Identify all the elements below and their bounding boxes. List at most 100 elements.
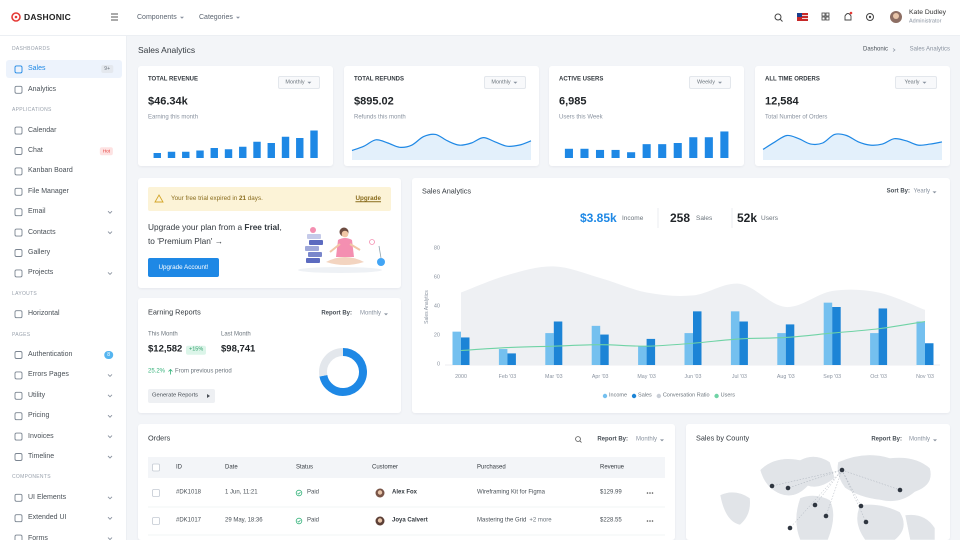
report-period[interactable]: Monthly [360,310,389,317]
upgrade-button-label[interactable]: Upgrade Account! [158,263,209,271]
cell: $228.55 [600,517,622,524]
sidebar-item[interactable]: Email [28,207,46,215]
sidebar-item[interactable]: Forms [28,534,48,540]
sidebar-section: DASHBOARDS [12,46,51,52]
sidebar-section: COMPONENTS [12,474,51,481]
header-bar [0,0,960,36]
report-period[interactable]: Monthly [636,436,665,443]
notice-part: days. [246,195,263,203]
summary-value: 52k [737,210,758,225]
nav-menu[interactable]: Components [137,14,185,22]
cell: Wireframing Kit for Figma [477,489,546,496]
nav-menu[interactable]: Categories [199,14,241,22]
x-tick-label: Feb '03 [498,373,517,380]
user-name: Kate Dudley [909,8,947,16]
cell: Mastering the Grid [477,517,527,524]
sidebar-item[interactable]: Projects [28,269,54,277]
period-select-label[interactable]: Monthly [491,79,518,86]
sort-label: Sort By: [886,188,910,195]
metric-label: Last Month [221,331,251,338]
upgrade-button[interactable] [148,258,219,277]
y-axis-label: Sales Analytics [424,290,430,324]
stat-value: 6,985 [559,95,587,108]
cell: Paid [307,517,320,524]
sidebar-item[interactable]: Contacts [28,228,56,236]
column-header: Date [225,463,238,470]
period-select-label[interactable]: Weekly [697,79,723,86]
card-title: Sales Analytics [422,186,472,196]
card-title: Sales by County [696,433,750,443]
card-title: Orders [148,433,171,443]
stat-value: $46.34k [148,95,188,108]
legend-label: Users [720,392,735,399]
period-select[interactable] [689,76,731,89]
legend-label: Sales [638,392,652,399]
notice-part: 21 [239,195,247,203]
cell: #DK1018 [176,489,202,496]
x-tick-label: May '03 [637,373,656,380]
trial-notice-text: Your free trial expired in 21 days. [171,195,263,203]
breadcrumb-separator [892,48,896,52]
period-select[interactable] [895,76,937,89]
breadcrumb-root[interactable]: Dashonic [862,46,888,53]
report-period[interactable]: Monthly [909,436,938,443]
stat-caption: Total Number of Orders [765,114,828,121]
page-title: Sales Analytics [138,44,196,55]
cell-more: +2 more [529,517,552,524]
sidebar-badge: 9+ [101,65,113,74]
sidebar-item[interactable]: Extended UI [28,513,67,521]
x-tick-label: Oct '03 [870,373,887,380]
y-tick-label: 0 [436,361,440,368]
cell: Joya Calvert [392,517,428,524]
summary-value: $3.85k [580,210,617,225]
metric-value: $98,741 [221,343,256,355]
sidebar-item[interactable]: Horizontal [28,309,60,317]
sidebar-badge: Hot [99,147,113,155]
stat-caption: Users this Week [559,114,603,121]
sidebar-badge: 8 [104,351,113,359]
sidebar-item[interactable]: File Manager [28,187,69,195]
sidebar-item[interactable]: Pricing [28,411,50,419]
sidebar-item[interactable]: Errors Pages [28,371,69,379]
period-select[interactable] [278,76,320,89]
sidebar-item[interactable]: Kanban Board [28,167,73,175]
sidebar-item[interactable]: Gallery [28,248,51,256]
column-header: Purchased [477,463,506,470]
generate-button[interactable] [148,389,215,403]
column-header: Revenue [600,463,625,470]
sidebar-item[interactable]: Chat [28,146,43,154]
sidebar-item[interactable]: UI Elements [28,493,67,501]
generate-button-label[interactable]: Generate Reports [152,392,199,399]
stat-title: TOTAL REFUNDS [354,76,405,83]
summary-value: 258 [670,210,691,225]
period-select-label[interactable]: Monthly [285,79,312,86]
stat-title: ALL TIME ORDERS [765,76,820,83]
stat-title: TOTAL REVENUE [148,76,199,83]
x-tick-label: Jul '03 [731,373,747,380]
y-tick-label: 60 [433,274,440,281]
stat-caption: Earning this month [148,114,199,121]
sidebar-item[interactable]: Timeline [28,452,55,460]
sidebar-item[interactable]: Invoices [28,432,54,440]
growth-value: 25.2% [148,368,166,375]
sidebar-item[interactable]: Analytics [28,85,57,93]
sidebar-item[interactable]: Sales [28,65,46,73]
cell: Alex Fox [392,489,418,496]
user-role: Administrator [909,18,942,25]
x-tick-label: Sep '03 [823,373,842,380]
column-header: Status [296,463,314,470]
x-tick-label: Mar '03 [545,373,563,380]
sidebar-item[interactable]: Utility [28,391,46,399]
sidebar-item[interactable]: Authentication [28,350,73,358]
period-select[interactable] [484,76,526,89]
sidebar-item[interactable]: Calendar [28,126,57,134]
sort-value[interactable]: Yearly [914,188,938,195]
period-select-label[interactable]: Yearly [904,79,927,86]
table-header [148,457,665,478]
upgrade-link[interactable]: Upgrade [355,195,381,203]
heading-part: Free trial [244,222,280,232]
stat-value: 12,584 [765,95,799,108]
heading-part: , to 'Premium Plan' → [148,222,282,246]
trial-notice [148,187,391,211]
column-header: Customer [372,463,399,470]
